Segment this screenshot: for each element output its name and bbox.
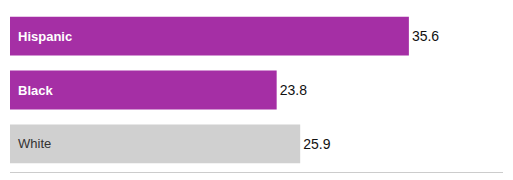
svg-text:23.8: 23.8 [280, 82, 307, 98]
svg-text:Black: Black [18, 83, 53, 98]
svg-text:25.9: 25.9 [303, 136, 330, 152]
svg-text:White: White [18, 136, 51, 151]
svg-text:35.6: 35.6 [412, 28, 439, 44]
svg-text:Hispanic: Hispanic [18, 29, 72, 44]
